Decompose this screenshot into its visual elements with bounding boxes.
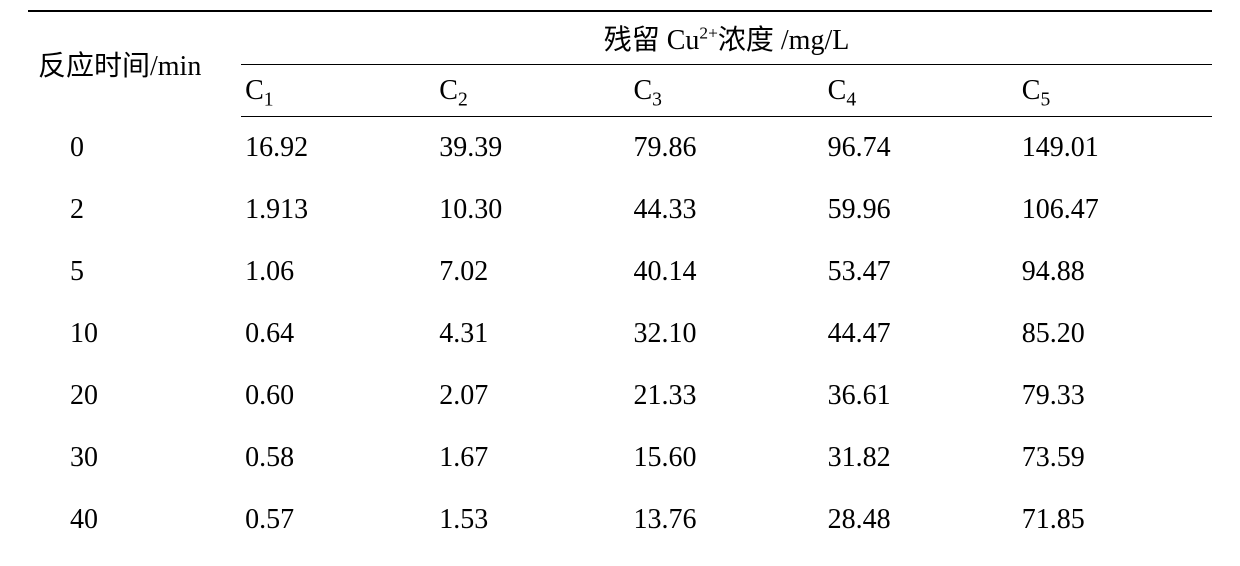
cell-c2: 7.02 [435, 241, 629, 303]
table-row: 40 0.57 1.53 13.76 28.48 71.85 [28, 489, 1212, 551]
cell-c2: 1.53 [435, 489, 629, 551]
row-header-label: 反应时间/min [28, 11, 241, 117]
col-sub: 5 [1040, 89, 1050, 110]
cell-c3: 13.76 [629, 489, 823, 551]
col-header-c1: C1 [241, 65, 435, 117]
col-header-c4: C4 [824, 65, 1018, 117]
cell-time: 0 [28, 117, 241, 179]
cell-c3: 15.60 [629, 427, 823, 489]
cell-c3: 21.33 [629, 365, 823, 427]
cell-c5: 71.85 [1018, 489, 1212, 551]
cell-c3: 40.14 [629, 241, 823, 303]
table-row: 10 0.64 4.31 32.10 44.47 85.20 [28, 303, 1212, 365]
col-letter: C [828, 75, 847, 106]
cell-c5: 85.20 [1018, 303, 1212, 365]
cell-c5: 94.88 [1018, 241, 1212, 303]
cell-c4: 44.47 [824, 303, 1018, 365]
cell-c1: 0.64 [241, 303, 435, 365]
cell-c2: 4.31 [435, 303, 629, 365]
cell-c4: 53.47 [824, 241, 1018, 303]
cell-c4: 28.48 [824, 489, 1018, 551]
col-sub: 1 [264, 89, 274, 110]
cell-c4: 31.82 [824, 427, 1018, 489]
col-sub: 3 [652, 89, 662, 110]
cell-c5: 106.47 [1018, 179, 1212, 241]
cell-c1: 1.06 [241, 241, 435, 303]
cell-c4: 36.61 [824, 365, 1018, 427]
col-sub: 4 [846, 89, 856, 110]
cell-time: 30 [28, 427, 241, 489]
cell-c5: 149.01 [1018, 117, 1212, 179]
cell-c3: 44.33 [629, 179, 823, 241]
table-row: 20 0.60 2.07 21.33 36.61 79.33 [28, 365, 1212, 427]
group-header: 残留 Cu2+浓度 /mg/L [241, 11, 1212, 65]
cell-c4: 59.96 [824, 179, 1018, 241]
cell-time: 10 [28, 303, 241, 365]
cell-c1: 1.913 [241, 179, 435, 241]
cell-c2: 1.67 [435, 427, 629, 489]
col-sub: 2 [458, 89, 468, 110]
table-row: 30 0.58 1.67 15.60 31.82 73.59 [28, 427, 1212, 489]
col-header-c5: C5 [1018, 65, 1212, 117]
cell-c5: 73.59 [1018, 427, 1212, 489]
data-table: 反应时间/min 残留 Cu2+浓度 /mg/L C1 C2 C3 C4 C5 … [28, 10, 1212, 551]
cell-c4: 96.74 [824, 117, 1018, 179]
table-row: 0 16.92 39.39 79.86 96.74 149.01 [28, 117, 1212, 179]
table-container: 反应时间/min 残留 Cu2+浓度 /mg/L C1 C2 C3 C4 C5 … [0, 0, 1240, 551]
cell-c2: 10.30 [435, 179, 629, 241]
header-row-1: 反应时间/min 残留 Cu2+浓度 /mg/L [28, 11, 1212, 65]
table-row: 2 1.913 10.30 44.33 59.96 106.47 [28, 179, 1212, 241]
col-header-c2: C2 [435, 65, 629, 117]
cell-c1: 0.57 [241, 489, 435, 551]
group-header-prefix: 残留 Cu [604, 25, 700, 56]
cell-c5: 79.33 [1018, 365, 1212, 427]
cell-c1: 0.60 [241, 365, 435, 427]
cell-c1: 0.58 [241, 427, 435, 489]
cell-c1: 16.92 [241, 117, 435, 179]
cell-time: 40 [28, 489, 241, 551]
group-header-sup: 2+ [699, 24, 717, 43]
col-letter: C [245, 75, 264, 106]
table-row: 5 1.06 7.02 40.14 53.47 94.88 [28, 241, 1212, 303]
col-letter: C [439, 75, 458, 106]
cell-c3: 79.86 [629, 117, 823, 179]
group-header-suffix: 浓度 /mg/L [718, 25, 849, 56]
col-letter: C [1022, 75, 1041, 106]
cell-time: 5 [28, 241, 241, 303]
cell-time: 2 [28, 179, 241, 241]
col-letter: C [633, 75, 652, 106]
col-header-c3: C3 [629, 65, 823, 117]
cell-time: 20 [28, 365, 241, 427]
cell-c3: 32.10 [629, 303, 823, 365]
cell-c2: 39.39 [435, 117, 629, 179]
cell-c2: 2.07 [435, 365, 629, 427]
